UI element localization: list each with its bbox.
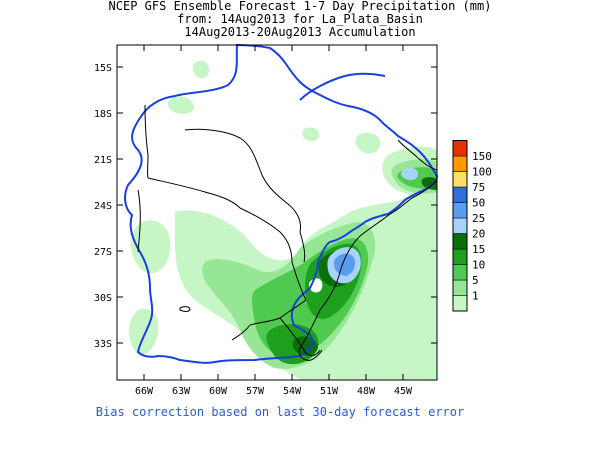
legend-label: 50 xyxy=(472,197,485,210)
legend-swatch xyxy=(452,233,468,250)
legend-swatch xyxy=(452,171,468,188)
lake-small xyxy=(179,306,191,312)
precip-spot-north-1 xyxy=(167,96,194,114)
precip-spot-north-2 xyxy=(192,60,210,79)
bias-correction-note: Bias correction based on last 30-day for… xyxy=(95,405,465,419)
legend-label: 100 xyxy=(472,166,492,179)
border-paraguay-argentina xyxy=(239,207,307,301)
legend-swatch xyxy=(452,140,468,157)
legend-label: 15 xyxy=(472,243,485,256)
precip-region-25-ne xyxy=(401,167,418,181)
border-bolivia-paraguay xyxy=(147,177,241,209)
precip-region-20-ne xyxy=(421,177,437,190)
coastline-ne xyxy=(397,139,438,171)
precip-spot-north-3 xyxy=(355,132,381,154)
legend-label: 75 xyxy=(472,181,485,194)
lat-tick-label: 15S xyxy=(94,63,112,74)
lon-tick-label: 57W xyxy=(246,386,265,397)
lon-tick-label: 51W xyxy=(320,386,339,397)
precip-region-light-west xyxy=(130,220,171,274)
precip-spot-north-4 xyxy=(302,127,320,142)
legend-swatch xyxy=(452,217,468,234)
border-bolivia-brazil xyxy=(184,128,301,233)
border-paraguay-brazil xyxy=(299,231,306,263)
legend-swatch xyxy=(452,264,468,281)
border-argentina-uruguay xyxy=(231,324,251,341)
border-bolivia-peru xyxy=(144,104,149,179)
border-uruguay xyxy=(279,317,321,357)
lon-tick-label: 60W xyxy=(209,386,228,397)
legend-frame xyxy=(452,140,468,312)
precip-region-50 xyxy=(334,253,356,276)
lon-tick-label: 66W xyxy=(135,386,154,397)
legend-label: 5 xyxy=(472,274,479,287)
lon-tick-label: 48W xyxy=(357,386,376,397)
precipitation-field xyxy=(129,60,437,380)
map-title-line1: NCEP GFS Ensemble Forecast 1-7 Day Preci… xyxy=(108,0,492,13)
lat-tick-label: 24S xyxy=(94,201,112,212)
map-title-line2: from: 14Aug2013 for La_Plata_Basin xyxy=(177,12,423,26)
legend-swatch xyxy=(452,248,468,265)
legend-swatch xyxy=(452,279,468,296)
basin-boundary-north xyxy=(299,72,386,101)
legend-label: 20 xyxy=(472,228,485,241)
legend-label: 1 xyxy=(472,290,479,303)
latitude-ticks: 15S 18S 21S 24S 27S 30S 33S xyxy=(94,63,437,350)
legend-swatch xyxy=(452,155,468,172)
lon-tick-label: 63W xyxy=(172,386,191,397)
legend-label: 25 xyxy=(472,212,485,225)
coastline xyxy=(298,179,438,361)
map-frame xyxy=(116,44,438,381)
legend-swatch xyxy=(452,186,468,203)
lat-tick-label: 33S xyxy=(94,339,112,350)
basin-boundary xyxy=(124,43,439,364)
lat-tick-label: 30S xyxy=(94,293,112,304)
longitude-ticks: 66W 63W 60W 57W 54W 51W 48W 45W xyxy=(135,45,413,397)
lon-tick-label: 45W xyxy=(394,386,413,397)
lon-tick-label: 54W xyxy=(283,386,302,397)
map-title-line3: 14Aug2013-20Aug2013 Accumulation xyxy=(184,25,416,39)
country-borders xyxy=(137,104,321,357)
legend-swatch xyxy=(452,295,468,312)
lat-tick-label: 18S xyxy=(94,109,112,120)
border-chile-argentina xyxy=(137,189,141,253)
lat-tick-label: 27S xyxy=(94,247,112,258)
legend-label: 150 xyxy=(472,150,492,163)
legend-swatch xyxy=(452,202,468,219)
legend-label: 10 xyxy=(472,259,485,272)
lat-tick-label: 21S xyxy=(94,155,112,166)
